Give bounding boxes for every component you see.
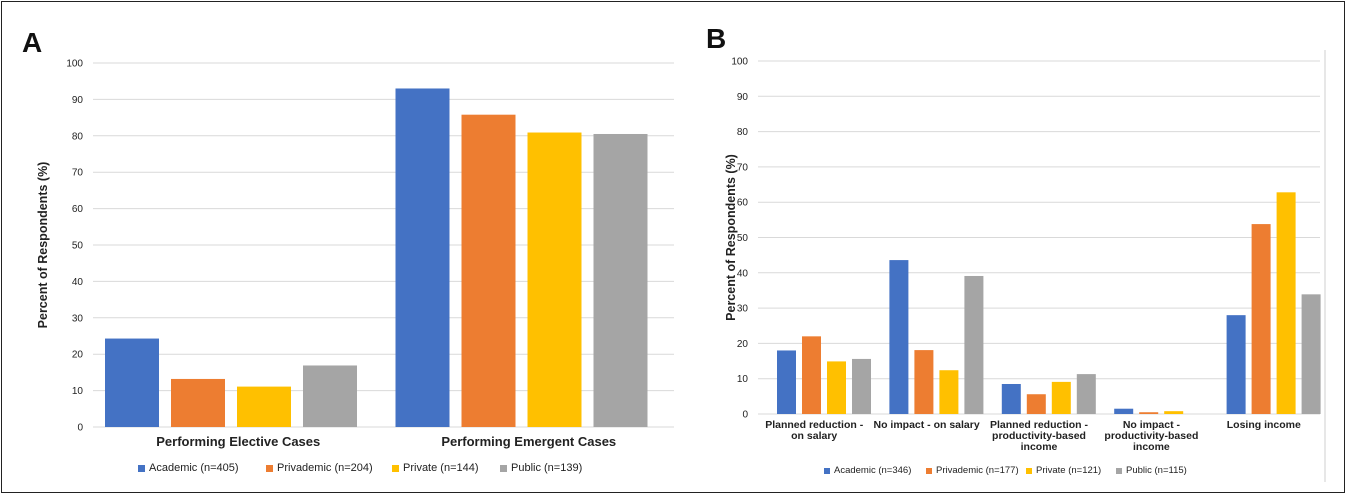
y-tick-label: 100 — [731, 57, 748, 68]
bar-privademic — [171, 378, 225, 427]
y-tick-label: 0 — [77, 423, 83, 434]
bar-academic — [777, 350, 796, 414]
panel-b-label: B — [706, 23, 726, 54]
legend-swatch-privademic — [266, 465, 273, 472]
category-label: Planned reduction - — [765, 419, 864, 431]
category-label: Performing Emergent Cases — [441, 434, 616, 449]
category-label: productivity-based — [992, 430, 1086, 442]
bar-academic — [889, 260, 909, 414]
y-axis-label: Percent of Respondents (%) — [36, 162, 50, 329]
legend-swatch-public — [500, 465, 507, 472]
bar-private — [237, 386, 291, 427]
legend-swatch-academic — [824, 468, 830, 474]
bar-private — [939, 370, 959, 414]
bar-public — [1076, 374, 1096, 414]
y-tick-label: 30 — [737, 304, 749, 315]
y-axis-label: Percent of Respondents (%) — [724, 154, 738, 321]
y-tick-label: 90 — [737, 92, 749, 103]
bar-private — [1164, 411, 1184, 414]
panel-a-label: A — [22, 27, 42, 58]
y-tick-label: 70 — [737, 162, 749, 173]
bar-academic — [1001, 383, 1021, 414]
y-tick-label: 0 — [742, 410, 748, 421]
y-tick-label: 30 — [72, 313, 84, 324]
legend-swatch-academic — [138, 465, 145, 472]
y-tick-label: 80 — [72, 131, 84, 142]
category-label: Losing income — [1227, 419, 1301, 431]
category-label: on salary — [791, 430, 837, 442]
category-label: productivity-based — [1104, 430, 1198, 442]
bar-academic — [1226, 315, 1246, 414]
legend-label: Privademic (n=177) — [936, 465, 1019, 476]
bar-privademic — [802, 336, 821, 414]
bar-private — [1051, 381, 1071, 414]
legend-label: Privademic (n=204) — [277, 462, 373, 474]
y-tick-label: 60 — [737, 198, 749, 209]
category-label: income — [1133, 441, 1170, 453]
bar-public — [852, 358, 871, 414]
bar-privademic — [914, 350, 934, 414]
category-label: Planned reduction - — [990, 419, 1089, 431]
bar-academic — [395, 88, 450, 427]
y-tick-label: 70 — [72, 168, 84, 179]
legend-label: Private (n=144) — [403, 462, 479, 474]
category-label: income — [1021, 441, 1058, 453]
category-label: Performing Elective Cases — [156, 434, 320, 449]
y-tick-label: 20 — [737, 339, 749, 350]
y-tick-label: 50 — [737, 233, 749, 244]
y-tick-label: 60 — [72, 204, 84, 215]
bar-public — [964, 275, 984, 414]
category-label: No impact - — [1123, 419, 1181, 431]
y-tick-label: 90 — [72, 95, 84, 106]
legend-label: Public (n=115) — [1126, 465, 1187, 476]
category-label: No impact - on salary — [873, 419, 979, 431]
legend-label: Academic (n=405) — [149, 462, 239, 474]
y-tick-label: 40 — [72, 277, 84, 288]
legend-swatch-privademic — [926, 468, 932, 474]
legend-swatch-private — [392, 465, 399, 472]
bar-academic — [105, 338, 159, 427]
y-tick-label: 40 — [737, 268, 749, 279]
y-tick-label: 50 — [72, 241, 84, 252]
y-tick-label: 10 — [72, 386, 84, 397]
legend-swatch-private — [1026, 468, 1032, 474]
legend-label: Academic (n=346) — [834, 465, 911, 476]
legend-label: Public (n=139) — [511, 462, 582, 474]
bar-private — [827, 361, 846, 414]
y-tick-label: 80 — [737, 127, 749, 138]
bar-academic — [1114, 408, 1134, 414]
bar-public — [1301, 294, 1321, 414]
bar-private — [527, 132, 582, 428]
y-tick-label: 100 — [66, 59, 83, 70]
y-tick-label: 20 — [72, 350, 84, 361]
y-tick-label: 10 — [737, 374, 749, 385]
chart-a: 0 10 20 30 40 50 60 70 80 90 100 Percent of Respond… — [36, 59, 674, 474]
bar-public — [303, 365, 357, 427]
bar-private — [1276, 192, 1296, 414]
bar-privademic — [1026, 394, 1046, 414]
bar-privademic — [1139, 412, 1159, 414]
bar-privademic — [1251, 224, 1271, 414]
chart-b: 0 10 20 30 40 50 60 70 80 90 100 Percent of Respond… — [724, 57, 1321, 476]
legend-label: Private (n=121) — [1036, 465, 1101, 476]
bar-privademic — [461, 114, 516, 428]
legend-swatch-public — [1116, 468, 1122, 474]
bar-public — [593, 133, 648, 428]
